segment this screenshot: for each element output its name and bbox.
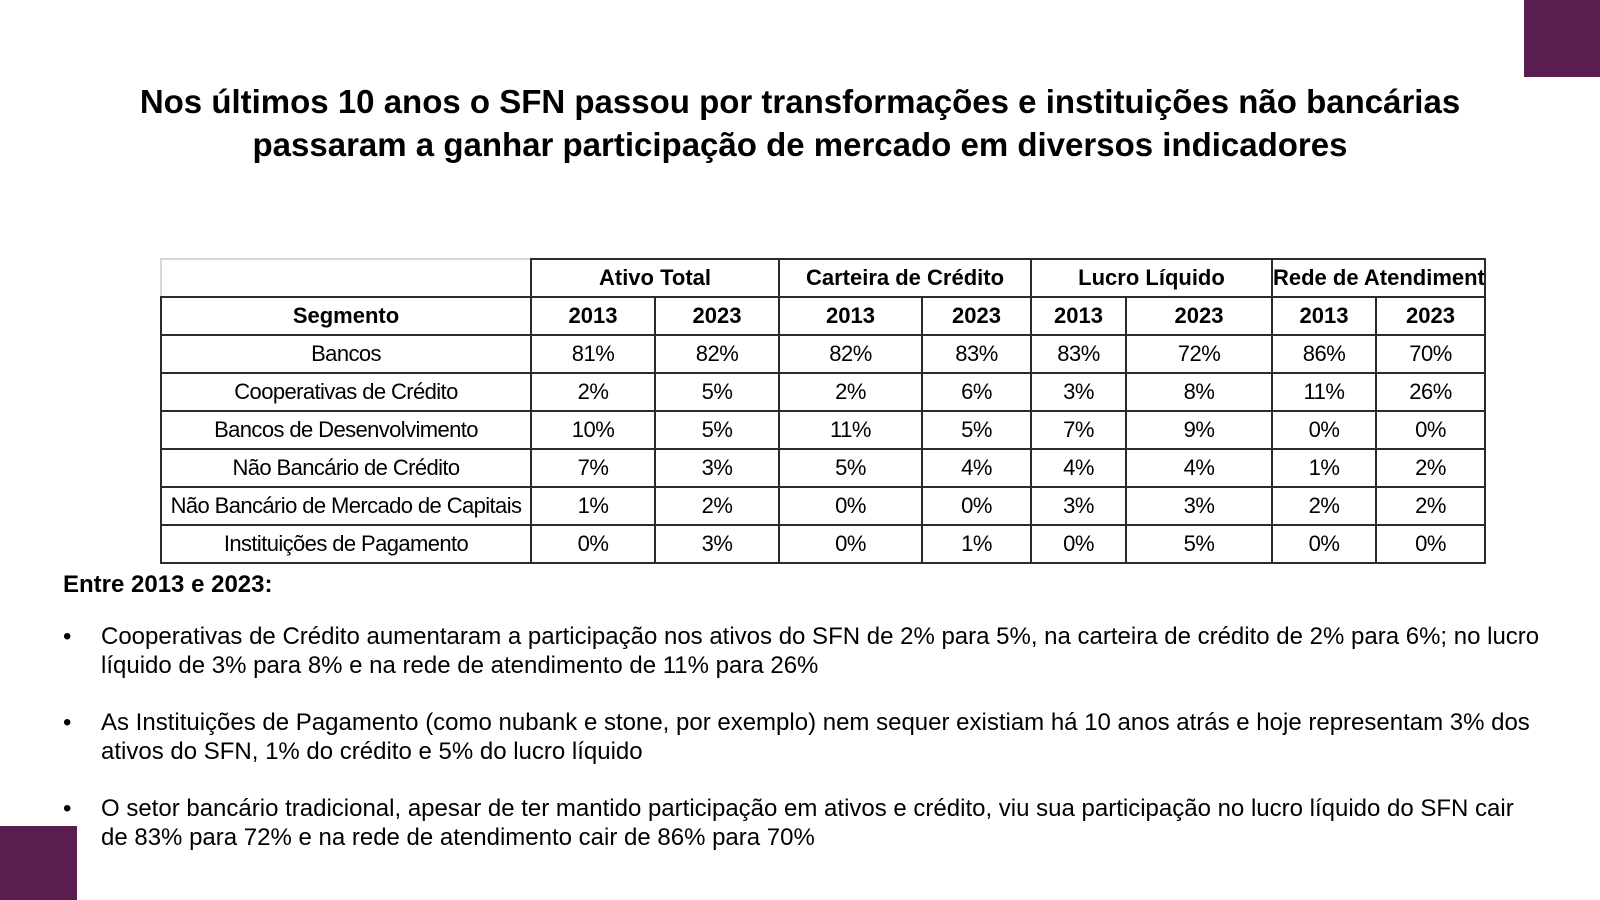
summary-bullet-item: • O setor bancário tradicional, apesar d… xyxy=(63,794,1543,852)
value-cell: 86% xyxy=(1271,334,1377,374)
value-cell: 4% xyxy=(921,448,1032,488)
value-cell: 6% xyxy=(921,372,1032,412)
year-header: 2023 xyxy=(1125,296,1273,336)
value-cell: 11% xyxy=(1271,372,1377,412)
summary-section: Entre 2013 e 2023: • Cooperativas de Cré… xyxy=(63,570,1543,880)
value-cell: 26% xyxy=(1374,372,1487,412)
value-cell: 2% xyxy=(654,486,780,526)
value-cell: 5% xyxy=(654,410,780,450)
value-cell: 2% xyxy=(530,372,656,412)
value-cell: 3% xyxy=(1030,486,1127,526)
corner-accent-bottom-left xyxy=(0,826,77,900)
segment-column-header: Segmento xyxy=(160,296,532,336)
group-header-lucro-liquido: Lucro Líquido xyxy=(1030,258,1273,298)
segment-name-cell: Não Bancário de Mercado de Capitais xyxy=(160,486,532,526)
year-header: 2013 xyxy=(1030,296,1127,336)
value-cell: 82% xyxy=(778,334,923,374)
segment-name-cell: Cooperativas de Crédito xyxy=(160,372,532,412)
value-cell: 0% xyxy=(921,486,1032,526)
value-cell: 11% xyxy=(778,410,923,450)
slide-title-line-2: passaram a ganhar participação de mercad… xyxy=(252,126,1348,163)
year-header: 2013 xyxy=(778,296,923,336)
value-cell: 0% xyxy=(1030,524,1127,564)
value-cell: 3% xyxy=(1030,372,1127,412)
slide-title: Nos últimos 10 anos o SFN passou por tra… xyxy=(60,80,1540,166)
value-cell: 3% xyxy=(654,524,780,564)
group-header-rede-atendimento: Rede de Atendimento xyxy=(1270,258,1487,298)
corner-accent-top-right xyxy=(1524,0,1600,77)
bullet-marker: • xyxy=(63,795,72,822)
year-header: 2023 xyxy=(654,296,780,336)
value-cell: 0% xyxy=(1271,410,1377,450)
year-header: 2023 xyxy=(921,296,1032,336)
value-cell: 83% xyxy=(921,334,1032,374)
value-cell: 0% xyxy=(1374,410,1487,450)
year-header: 2013 xyxy=(530,296,656,336)
table-body: Bancos 81% 82% 82% 83% 83% 72% 86% 70% Cooperativ… xyxy=(160,334,1487,564)
year-header: 2013 xyxy=(1271,296,1377,336)
value-cell: 0% xyxy=(530,524,656,564)
value-cell: 5% xyxy=(778,448,923,488)
value-cell: 2% xyxy=(1271,486,1377,526)
value-cell: 2% xyxy=(1374,486,1487,526)
value-cell: 7% xyxy=(530,448,656,488)
value-cell: 4% xyxy=(1030,448,1127,488)
group-header-carteira-credito: Carteira de Crédito xyxy=(778,258,1032,298)
table-row: Cooperativas de Crédito 2% 5% 2% 6% 3% 8% 11% 26… xyxy=(160,372,1487,412)
table-corner-cell xyxy=(160,258,532,298)
value-cell: 5% xyxy=(921,410,1032,450)
value-cell: 0% xyxy=(778,486,923,526)
value-cell: 5% xyxy=(1125,524,1273,564)
year-header: 2023 xyxy=(1374,296,1487,336)
value-cell: 9% xyxy=(1125,410,1273,450)
value-cell: 70% xyxy=(1374,334,1487,374)
table-row: Bancos 81% 82% 82% 83% 83% 72% 86% 70% xyxy=(160,334,1487,374)
value-cell: 0% xyxy=(778,524,923,564)
value-cell: 72% xyxy=(1125,334,1273,374)
value-cell: 1% xyxy=(921,524,1032,564)
bullet-marker: • xyxy=(63,623,72,650)
segment-name-cell: Bancos xyxy=(160,334,532,374)
table-row: Instituições de Pagamento 0% 3% 0% 1% 0% 5% 0% 0… xyxy=(160,524,1487,564)
value-cell: 0% xyxy=(1271,524,1377,564)
table-group-header-row: Ativo Total Carteira de Crédito Lucro Lí… xyxy=(160,258,1487,298)
summary-bullet-list: • Cooperativas de Crédito aumentaram a p… xyxy=(63,622,1543,852)
segment-name-cell: Bancos de Desenvolvimento xyxy=(160,410,532,450)
market-share-table: Ativo Total Carteira de Crédito Lucro Lí… xyxy=(160,258,1487,564)
table-row: Não Bancário de Crédito 7% 3% 5% 4% 4% 4% 1% 2% xyxy=(160,448,1487,488)
summary-bullet-item: • As Instituições de Pagamento (como nub… xyxy=(63,708,1543,766)
group-header-ativo-total: Ativo Total xyxy=(530,258,780,298)
value-cell: 3% xyxy=(654,448,780,488)
value-cell: 2% xyxy=(1374,448,1487,488)
segment-name-cell: Instituições de Pagamento xyxy=(160,524,532,564)
slide-title-line-1: Nos últimos 10 anos o SFN passou por tra… xyxy=(139,83,1461,120)
value-cell: 8% xyxy=(1125,372,1273,412)
summary-bullet-item: • Cooperativas de Crédito aumentaram a p… xyxy=(63,622,1543,680)
value-cell: 0% xyxy=(1374,524,1487,564)
value-cell: 4% xyxy=(1125,448,1273,488)
value-cell: 2% xyxy=(778,372,923,412)
value-cell: 81% xyxy=(530,334,656,374)
value-cell: 7% xyxy=(1030,410,1127,450)
value-cell: 83% xyxy=(1030,334,1127,374)
summary-bullet-text: Cooperativas de Crédito aumentaram a par… xyxy=(101,623,1540,679)
summary-bullet-text: O setor bancário tradicional, apesar de … xyxy=(101,795,1514,851)
value-cell: 5% xyxy=(654,372,780,412)
value-cell: 3% xyxy=(1125,486,1273,526)
table-year-header-row: Segmento 2013 2023 2013 2023 2013 2023 2… xyxy=(160,296,1487,336)
segment-name-cell: Não Bancário de Crédito xyxy=(160,448,532,488)
value-cell: 1% xyxy=(530,486,656,526)
value-cell: 82% xyxy=(654,334,780,374)
table-row: Bancos de Desenvolvimento 10% 5% 11% 5% 7% 9% 0… xyxy=(160,410,1487,450)
table-row: Não Bancário de Mercado de Capitais 1% 2% 0… xyxy=(160,486,1487,526)
value-cell: 1% xyxy=(1271,448,1377,488)
value-cell: 10% xyxy=(530,410,656,450)
bullet-marker: • xyxy=(63,709,72,736)
summary-lead: Entre 2013 e 2023: xyxy=(63,571,273,598)
summary-bullet-text: As Instituições de Pagamento (como nuban… xyxy=(101,709,1530,765)
